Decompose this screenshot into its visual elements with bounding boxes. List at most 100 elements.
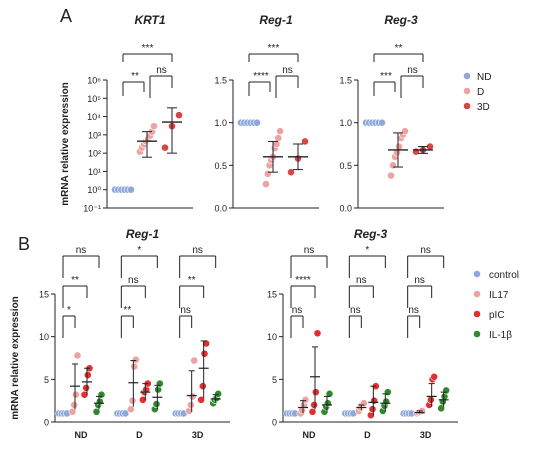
- y-tick-label: 15: [267, 290, 277, 300]
- data-point: [202, 339, 211, 348]
- sig-label: ns: [128, 275, 139, 286]
- sig-label: ***: [142, 43, 154, 54]
- data-point: [274, 134, 283, 142]
- data-point: [68, 407, 77, 416]
- data-point: [138, 395, 147, 404]
- data-point: [70, 401, 79, 409]
- data-point: [198, 382, 207, 391]
- data-point: [128, 396, 137, 405]
- data-point: [430, 372, 439, 381]
- data-point: [368, 405, 377, 414]
- y-tick-label: 0.5: [214, 161, 227, 171]
- data-point: [426, 395, 435, 404]
- chart-title: Reg-1: [259, 13, 293, 27]
- y-tick-label: 0.0: [339, 204, 352, 214]
- legend-marker: [463, 102, 471, 110]
- x-tick-label: ND: [75, 430, 88, 440]
- sig-label: ns: [420, 245, 431, 256]
- data-point: [382, 397, 391, 406]
- data-point: [308, 407, 317, 416]
- y-axis-label: mRNA relative expression: [60, 82, 71, 206]
- x-tick-label: 3D: [420, 430, 432, 440]
- sig-label: ns: [356, 275, 367, 286]
- panel-label-a: A: [60, 6, 72, 26]
- data-point: [121, 409, 130, 418]
- x-tick-label: 3D: [192, 430, 204, 440]
- sig-label: ***: [268, 43, 280, 54]
- data-point: [412, 147, 420, 156]
- data-point: [83, 371, 92, 379]
- sig-label: *: [137, 245, 141, 256]
- y-tick-label: 10²: [88, 149, 101, 159]
- sig-label: ***: [380, 71, 392, 82]
- data-point: [263, 169, 272, 178]
- data-point: [389, 161, 397, 170]
- sig-label: **: [123, 305, 131, 316]
- y-tick-label: 1.0: [339, 118, 352, 128]
- chart-title: Reg-3: [384, 13, 418, 27]
- sig-label: **: [71, 275, 79, 286]
- legend-marker: [463, 72, 471, 80]
- data-point: [200, 349, 209, 358]
- y-tick-label: 0.5: [339, 161, 352, 171]
- sig-label: ns: [192, 245, 203, 256]
- data-point: [92, 407, 101, 416]
- sig-label: *: [67, 305, 71, 316]
- legend-marker: [473, 290, 481, 298]
- y-tick-label: 10: [267, 332, 277, 342]
- panel-label-b: B: [18, 234, 30, 254]
- data-point: [95, 397, 104, 406]
- legend-label: pIC: [489, 310, 505, 321]
- data-point: [82, 383, 91, 392]
- data-point: [130, 362, 139, 371]
- data-point: [301, 137, 309, 146]
- y-tick-label: 1.5: [339, 76, 352, 86]
- sig-label: **: [395, 43, 403, 54]
- data-point: [401, 127, 409, 136]
- data-point: [370, 396, 379, 405]
- y-tick-label: 5: [44, 375, 49, 385]
- data-point: [387, 171, 395, 180]
- chart-title: KRT1: [134, 13, 165, 27]
- y-tick-label: 10⁴: [87, 112, 101, 122]
- sig-label: ns: [304, 245, 315, 256]
- data-point: [253, 118, 261, 127]
- legend-marker: [473, 330, 481, 338]
- data-point: [197, 395, 206, 404]
- y-tick-label: 10³: [88, 130, 101, 140]
- legend-label: ND: [477, 72, 491, 83]
- y-tick-label: 10⁶: [87, 76, 101, 86]
- data-point: [323, 399, 332, 408]
- data-point: [175, 111, 183, 120]
- legend-label: IL-1β: [489, 330, 512, 341]
- data-point: [214, 389, 223, 398]
- y-axis-label: mRNA relative expression: [10, 296, 21, 420]
- y-tick-label: 10⁻¹: [83, 204, 101, 214]
- data-point: [378, 118, 386, 127]
- sig-label: ****: [253, 71, 269, 82]
- sig-label: ns: [292, 305, 303, 316]
- legend-label: D: [477, 87, 484, 98]
- data-point: [190, 356, 199, 365]
- sig-label: ns: [407, 65, 418, 76]
- chart-title: Reg-3: [354, 227, 388, 241]
- sig-label: ns: [76, 245, 87, 256]
- data-point: [73, 351, 82, 360]
- sig-label: ns: [156, 65, 167, 76]
- y-tick-label: 10⁰: [87, 185, 101, 195]
- chart-title: Reg-1: [126, 227, 160, 241]
- x-tick-label: D: [364, 430, 371, 440]
- y-tick-label: 1.5: [214, 76, 227, 86]
- y-tick-label: 1.0: [214, 118, 227, 128]
- data-point: [310, 401, 319, 409]
- x-tick-label: D: [136, 430, 143, 440]
- sig-label: *: [365, 245, 369, 256]
- legend-label: IL17: [489, 290, 509, 301]
- sig-label: **: [188, 275, 196, 286]
- data-point: [301, 395, 310, 404]
- data-point: [287, 168, 295, 177]
- data-point: [186, 401, 195, 409]
- data-point: [188, 392, 197, 401]
- legend-marker: [473, 270, 481, 278]
